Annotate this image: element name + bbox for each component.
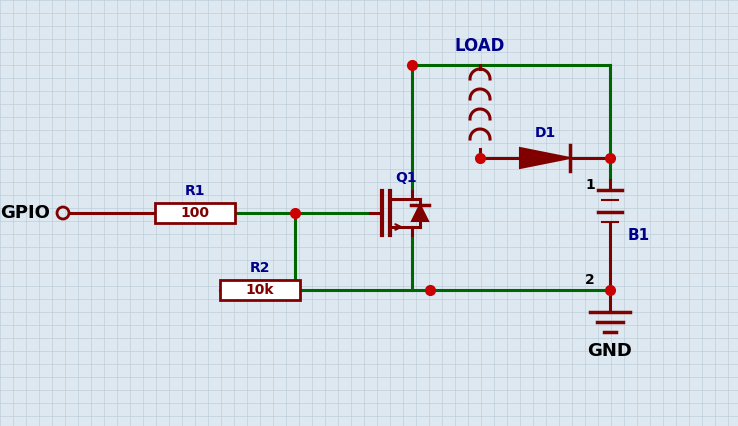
Text: R2: R2 [249,261,270,275]
Polygon shape [412,205,428,221]
Text: 10k: 10k [246,283,275,297]
Text: 1: 1 [585,178,595,192]
Text: D1: D1 [534,126,556,140]
Polygon shape [520,148,570,168]
Text: 100: 100 [181,206,210,220]
FancyBboxPatch shape [155,203,235,223]
FancyBboxPatch shape [220,280,300,300]
Text: 2: 2 [585,273,595,287]
Text: Q1: Q1 [395,171,417,185]
Text: B1: B1 [628,227,650,242]
Text: GPIO: GPIO [0,204,50,222]
Text: R1: R1 [184,184,205,198]
Text: LOAD: LOAD [455,37,506,55]
Text: GND: GND [587,342,632,360]
